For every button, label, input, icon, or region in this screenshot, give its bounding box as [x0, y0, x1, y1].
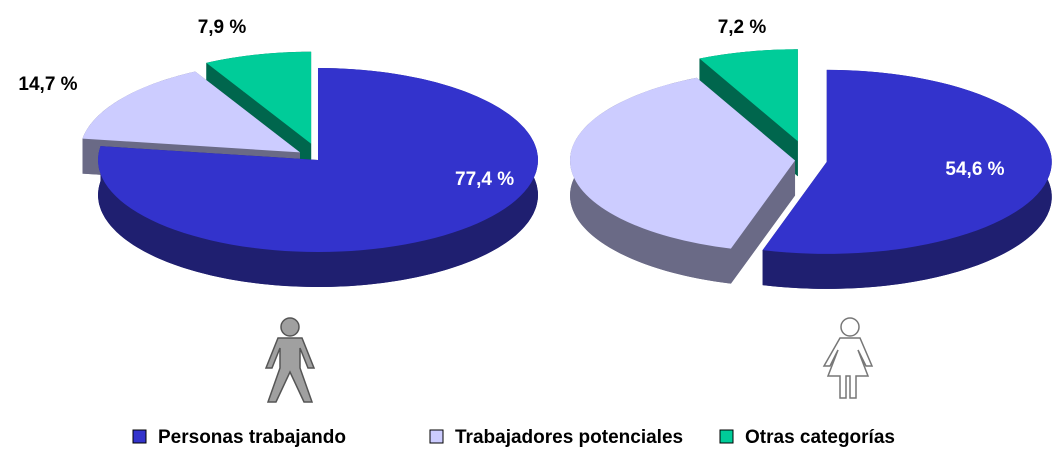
slice-top [762, 69, 1052, 254]
man-icon [264, 317, 316, 403]
data-label: 14,7 % [18, 74, 77, 95]
slice-top [570, 77, 796, 249]
pie-slice [762, 69, 1052, 289]
slice-top [82, 71, 301, 153]
woman-icon [822, 317, 874, 399]
legend-label: Trabajadores potenciales [455, 427, 683, 448]
slice-top [98, 68, 539, 252]
legend-label: Personas trabajando [158, 427, 346, 448]
pie-slice [570, 77, 796, 284]
data-label: 77,4 % [455, 169, 514, 190]
slice-top [699, 49, 798, 142]
pie-slice [98, 68, 539, 287]
legend-label: Otras categorías [745, 427, 895, 448]
legend-swatch [429, 429, 444, 444]
data-label: 7,2 % [718, 17, 767, 38]
legend-swatch [719, 429, 734, 444]
slice-top [206, 51, 312, 144]
data-label: 7,9 % [198, 17, 247, 38]
legend-swatch [132, 429, 147, 444]
data-label: 54,6 % [945, 159, 1004, 180]
slice-edge [730, 160, 796, 284]
